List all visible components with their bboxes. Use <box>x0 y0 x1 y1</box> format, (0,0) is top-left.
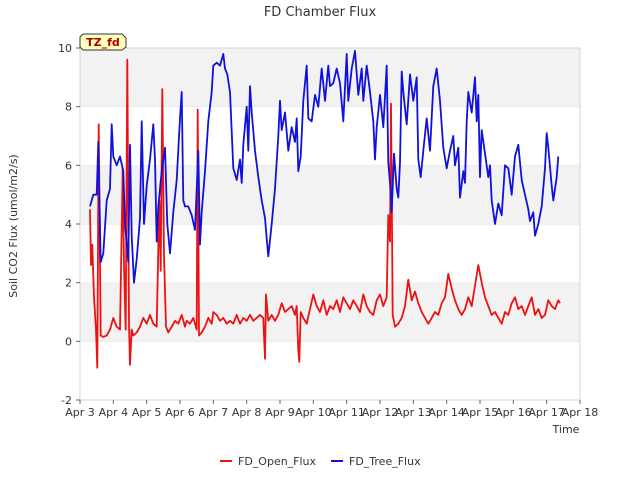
x-tick-label: Apr 3 <box>65 406 95 419</box>
x-tick-label: Apr 10 <box>295 406 332 419</box>
y-tick-label: 10 <box>58 42 72 55</box>
x-tick-label: Apr 16 <box>495 406 532 419</box>
y-axis: -2 0 2 4 6 8 10 <box>58 42 80 407</box>
x-tick-label: Apr 15 <box>462 406 499 419</box>
series-layer <box>89 50 561 369</box>
x-axis-label: Time <box>552 423 580 436</box>
y-tick-label: 6 <box>65 159 72 172</box>
grid-band <box>80 282 580 342</box>
grid-bands <box>80 47 580 400</box>
x-tick-label: Apr 17 <box>528 406 565 419</box>
chart-title: FD Chamber Flux <box>264 5 377 20</box>
series-line-fd-tree-flux <box>89 50 560 284</box>
x-tick-label: Apr 6 <box>165 406 195 419</box>
y-tick-label: -2 <box>61 394 72 407</box>
x-tick-label: Apr 9 <box>265 406 295 419</box>
annotation-box: TZ_fd <box>79 33 127 51</box>
y-tick-label: 8 <box>65 101 72 114</box>
x-tick-label: Apr 14 <box>428 406 465 419</box>
x-tick-label: Apr 12 <box>362 406 399 419</box>
x-tick-label: Apr 11 <box>328 406 365 419</box>
legend: FD_Open_Flux FD_Tree_Flux <box>220 455 421 468</box>
y-tick-label: 0 <box>65 335 72 348</box>
x-tick-label: Apr 18 <box>562 406 599 419</box>
grid-band <box>80 224 580 283</box>
annotation-label: TZ_fd <box>86 36 120 49</box>
series-line-fd-open-flux <box>89 58 561 369</box>
grid-band <box>80 341 580 400</box>
legend-entry-label: FD_Open_Flux <box>238 455 317 468</box>
x-tick-label: Apr 8 <box>232 406 262 419</box>
x-tick-label: Apr 13 <box>395 406 432 419</box>
x-axis: Apr 3 Apr 4 Apr 5 Apr 6 Apr 7 Apr 8 Apr 9 Apr 1… <box>65 400 598 419</box>
y-axis-label: Soil CO2 Flux (umol/m2/s) <box>7 154 20 297</box>
x-tick-label: Apr 5 <box>132 406 162 419</box>
y-tick-label: 2 <box>65 277 72 290</box>
y-tick-label: 4 <box>65 218 72 231</box>
legend-entry-label: FD_Tree_Flux <box>349 455 421 468</box>
x-tick-label: Apr 4 <box>99 406 129 419</box>
x-tick-label: Apr 7 <box>199 406 229 419</box>
